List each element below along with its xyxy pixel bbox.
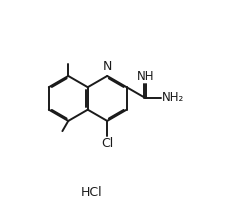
Text: NH: NH [137, 70, 154, 83]
Text: Cl: Cl [101, 137, 113, 150]
Text: NH₂: NH₂ [162, 91, 184, 104]
Text: N: N [102, 60, 112, 73]
Text: HCl: HCl [81, 186, 103, 199]
